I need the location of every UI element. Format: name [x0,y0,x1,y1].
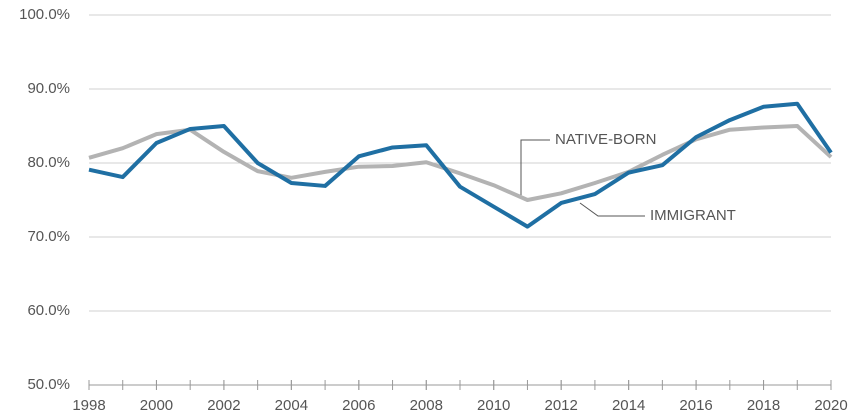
y-tick-label: 90.0% [27,80,70,97]
series-line [88,101,833,229]
y-tick-label: 80.0% [27,154,70,171]
x-tick-label: 2014 [612,397,645,414]
x-tick-label: 2018 [747,397,780,414]
x-tick-label: 2002 [207,397,240,414]
x-tick-label: 2004 [275,397,308,414]
x-tick-label: 1998 [72,397,105,414]
series-label: IMMIGRANT [650,207,736,224]
leader-line [520,139,550,196]
x-tick-label: 2000 [140,397,173,414]
series-line [88,124,833,202]
x-tick-label: 2012 [544,397,577,414]
y-tick-label: 50.0% [27,376,70,393]
x-tick-label: 2008 [410,397,443,414]
x-tick-label: 2016 [679,397,712,414]
y-tick-label: 70.0% [27,228,70,245]
leader-line [579,202,645,217]
y-tick-label: 60.0% [27,302,70,319]
x-tick-label: 2020 [814,397,847,414]
y-tick-label: 100.0% [19,6,70,23]
series-label: NATIVE-BORN [555,131,656,148]
x-tick-label: 2010 [477,397,510,414]
x-tick-label: 2006 [342,397,375,414]
